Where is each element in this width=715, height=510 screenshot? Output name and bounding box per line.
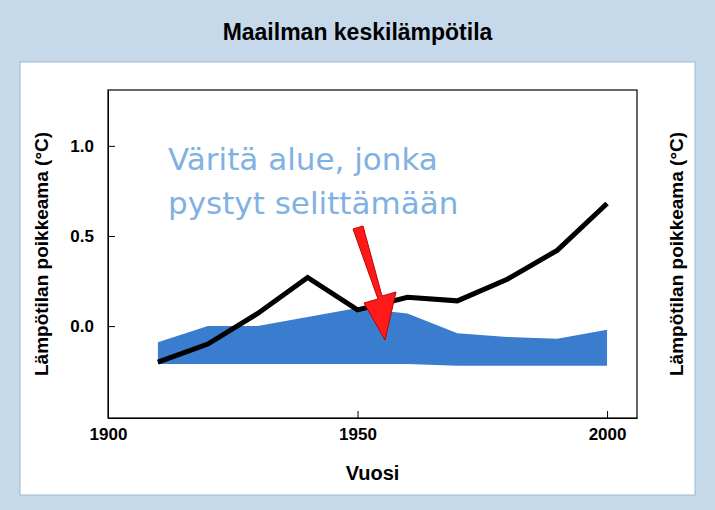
- y-tick: 0.0: [70, 317, 115, 336]
- x-tick: 2000: [589, 411, 627, 444]
- x-tick-mark: [607, 411, 608, 418]
- y-tick-mark: [108, 236, 115, 237]
- plot-area: [158, 204, 607, 366]
- x-label: Vuosi: [346, 462, 400, 484]
- annotation-line: Väritä alue, jonka: [168, 141, 438, 177]
- x-axis: 1900 1950 2000: [90, 411, 638, 444]
- x-tick: 1950: [339, 411, 377, 444]
- y-tick: 0.5: [70, 227, 115, 246]
- y-tick-mark: [108, 326, 115, 327]
- x-tick-label: 2000: [589, 425, 627, 444]
- y-label-right: Lämpötilan poikkeama (°C): [666, 132, 687, 376]
- title: Maailman keskilämpötila: [223, 19, 493, 45]
- y-axis-line: [108, 91, 109, 419]
- chart: 1900 1950 2000 0.0 0.5 1.0 Maailman keskilämpö…: [0, 0, 715, 510]
- x-tick-mark: [358, 411, 359, 418]
- arrow: [353, 226, 396, 340]
- y-tick-label: 0.0: [70, 317, 94, 336]
- background: [0, 0, 715, 510]
- x-tick-label: 1950: [339, 425, 377, 444]
- x-axis-line: [109, 418, 638, 419]
- y-tick-label: 0.5: [70, 227, 94, 246]
- y-tick-label: 1.0: [70, 137, 94, 156]
- y-tick: 1.0: [70, 137, 115, 156]
- plot-frame: [108, 90, 637, 418]
- y-axis: 0.0 0.5 1.0: [70, 91, 115, 419]
- annotation: Väritä alue, jonka pystyt selittämään: [168, 141, 458, 221]
- annotation-line: pystyt selittämään: [168, 185, 458, 221]
- y-label: Lämpötilan poikkeama (°C): [31, 132, 52, 376]
- line: [158, 204, 607, 363]
- x-tick-label: 1900: [90, 425, 128, 444]
- y-tick-mark: [108, 146, 115, 147]
- panel: [20, 62, 695, 495]
